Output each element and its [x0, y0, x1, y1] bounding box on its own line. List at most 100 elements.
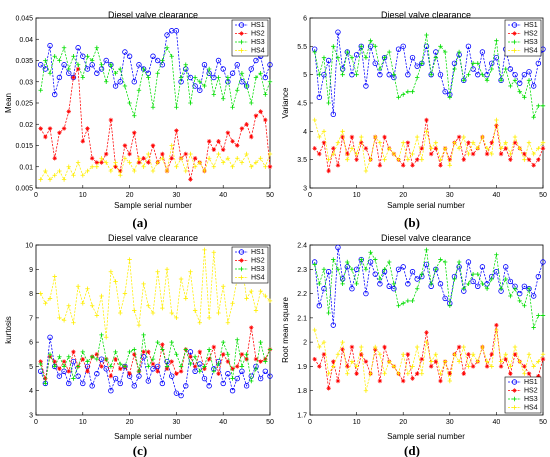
panel-d-hs2-point [526, 371, 532, 376]
panel-b-hs4-point [494, 117, 499, 123]
panel-b-hs2-point [312, 146, 317, 151]
panel-d-ytick-label: 2.3 [297, 267, 307, 274]
panel-d-hs4-point [498, 359, 504, 364]
panel-a-hs4-point [244, 151, 249, 157]
panel-d-hs3-point [489, 276, 494, 282]
panel-c-hs3-point [104, 356, 109, 362]
panel-b-legend-swatch-hs2 [508, 31, 521, 36]
panel-b-hs1-point [321, 71, 327, 78]
panel-a-hs4-point [52, 173, 57, 178]
panel-d-hs1-point [521, 283, 528, 289]
panel-c-hs3-point [94, 356, 100, 362]
panel-b-hs2-point [494, 123, 499, 128]
panel-a-hs4-point [132, 168, 137, 174]
panel-b-hs3-point [540, 103, 546, 109]
panel-c-hs1-point [192, 368, 198, 374]
panel-a-hs1-point [229, 70, 236, 76]
panel-b-hs3-point [489, 66, 494, 72]
panel-a-hs3-point [122, 83, 128, 89]
panel-b-hs4-point [540, 140, 546, 145]
panel-a-hs1-point [187, 74, 194, 81]
panel-a-series-hs2 [38, 66, 273, 182]
panel-c-hs2-point [71, 349, 76, 355]
panel-d-legend-hs3: HS3 [524, 396, 538, 403]
panel-b-hs4-point [368, 157, 373, 162]
panel-c-hs3-point [258, 339, 263, 345]
panel-c-hs2-point [235, 364, 240, 369]
panel-b-hs3-point [414, 75, 420, 80]
panel-c-hs3-point [75, 364, 81, 369]
panel-c-hs2-point [211, 344, 217, 350]
panel-c-hs4-point [75, 284, 81, 289]
panel-d-xlabel: Sample serial number [387, 432, 465, 441]
panel-a-xtick-label: 20 [126, 192, 134, 199]
panel-b-hs3-point [508, 83, 513, 89]
panel-c-legend-marker [239, 275, 244, 280]
panel-d-hs4-point [494, 327, 499, 333]
panel-a-ytick-label: 0.005 [15, 186, 33, 193]
panel-a-hs4-point [108, 168, 114, 174]
panel-b-hs1-point [372, 60, 378, 67]
panel-b-ytick-label: 6 [303, 16, 307, 23]
panel-a-hs2-point [239, 126, 245, 131]
panel-a-hs1-point [122, 49, 128, 55]
panel-d-hs2-point [354, 371, 359, 376]
panel-b-hs3-point [442, 49, 448, 55]
panel-d-ytick-label: 2.1 [297, 315, 307, 322]
panel-d-marks [311, 244, 546, 393]
panel-d-hs1-point [530, 293, 537, 299]
panel-d-hs3-point [349, 267, 355, 272]
panel-b-hs3-point [522, 95, 527, 100]
panel-b-hs4-point [349, 146, 355, 151]
panel-a-hs3-point [118, 66, 123, 72]
panel-c-hs3-point [43, 381, 48, 386]
panel-a-hs3-point [132, 113, 137, 118]
panel-d-hs4-point [531, 364, 536, 369]
panel-d-hs3-point [410, 298, 415, 304]
panel-c-legend-swatch-hs1 [235, 249, 248, 255]
panel-c-hs4-point [52, 274, 57, 279]
panel-a-hs1-point [52, 91, 58, 98]
panel-b-ytick-label: 4.5 [297, 101, 307, 108]
panel-b-ytick-label: 3.5 [297, 157, 307, 164]
panel-b-hs3-point [466, 72, 471, 77]
panel-a-hs3-point [211, 92, 217, 97]
panel-d-xtick-label: 20 [399, 419, 407, 426]
panel-b-hs2-point [335, 163, 341, 168]
panel-b-hs3-point [456, 49, 462, 55]
panel-d-hs4-point [359, 344, 364, 350]
panel-b-legend-hs4: HS4 [524, 48, 538, 55]
panel-b-ylabel: Variance [281, 87, 290, 119]
panel-a-hs4-point [47, 177, 53, 182]
panel-a-legend-swatch-hs4 [235, 48, 248, 53]
panel-c-hs1-point [108, 388, 114, 394]
panel-c-hs2-point [43, 376, 48, 381]
panel-c-ylabel: kurtosis [4, 316, 13, 344]
panel-a-hs3-point [61, 45, 67, 50]
panel-b-legend-swatch-hs3 [508, 39, 521, 45]
panel-b-hs3-point [494, 38, 499, 43]
panel-b-hs2-point [405, 140, 411, 145]
panel-b-hs4-point [331, 151, 336, 157]
panel-a-hs3-point [108, 62, 114, 67]
panel-c-hs2-point [85, 369, 90, 374]
panel-a-hs1-point [150, 53, 156, 59]
panel-d-xtick-label: 30 [446, 419, 454, 426]
panel-d-series-hs3 [312, 247, 546, 330]
panel-c-title: Diesel valve clearance [108, 233, 198, 243]
panel-b-legend-swatch-hs4 [508, 48, 521, 53]
panel-b-xtick-label: 50 [539, 192, 547, 199]
panel-d-hs4-point [340, 339, 345, 345]
panel-d-hs2-point [494, 322, 499, 328]
panel-a-hs4-point [183, 168, 188, 174]
panel-d-hs1-line [314, 247, 544, 326]
panel-a-hs3-point [38, 88, 43, 93]
panel-c-hs3-point [230, 376, 235, 381]
panel-d-hs3-point [522, 303, 527, 308]
panel-d-xtick-label: 0 [308, 419, 312, 426]
panel-a-hs2-point [174, 128, 179, 133]
panel-b-hs2-point [489, 140, 494, 145]
panel-a-hs3-point [141, 66, 146, 72]
panel-c-hs4-point [85, 286, 90, 291]
panel-c-legend-swatch-hs4 [235, 275, 248, 280]
